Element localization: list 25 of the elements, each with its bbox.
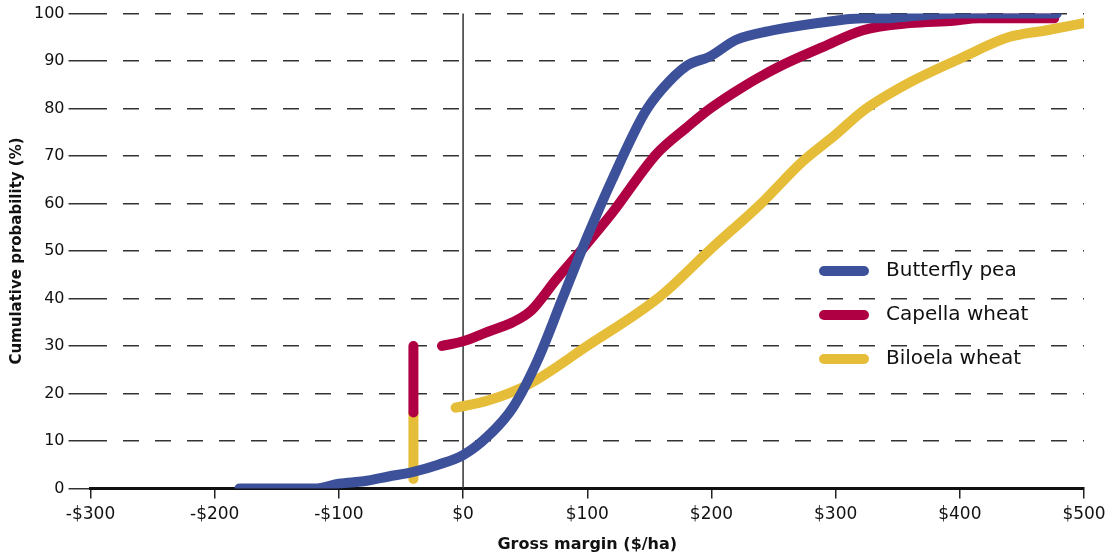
x-tick-label: $400	[938, 503, 982, 524]
y-tick-label: 70	[44, 145, 65, 165]
x-tick-label: -$100	[314, 503, 364, 524]
y-tick-label: 10	[44, 430, 65, 450]
y-tick-label: 0	[54, 477, 65, 497]
y-tick-label: 100	[33, 2, 65, 22]
x-axis-title: Gross margin ($/ha)	[497, 533, 678, 553]
y-tick-label: 20	[44, 382, 65, 402]
legend-label: Butterfly pea	[886, 257, 1017, 282]
y-tick-label: 50	[44, 240, 65, 260]
legend-label: Biloela wheat	[886, 345, 1022, 370]
x-tick-label: -$300	[65, 503, 116, 524]
y-axis-title: Cumulative probability (%)	[6, 137, 25, 365]
x-tick-label: $100	[565, 503, 609, 524]
y-tick-label: 60	[44, 192, 65, 212]
y-tick-label: 80	[44, 97, 65, 117]
x-tick-label: $200	[689, 503, 734, 524]
x-tick-label: -$200	[190, 503, 240, 524]
legend-label: Capella wheat	[886, 301, 1029, 326]
y-tick-label: 30	[44, 335, 65, 355]
x-tick-label: $300	[814, 503, 858, 524]
x-tick-label: $0	[452, 503, 474, 524]
x-tick-label: $500	[1062, 503, 1106, 524]
y-tick-label: 40	[44, 287, 65, 307]
y-tick-label: 90	[44, 50, 65, 70]
